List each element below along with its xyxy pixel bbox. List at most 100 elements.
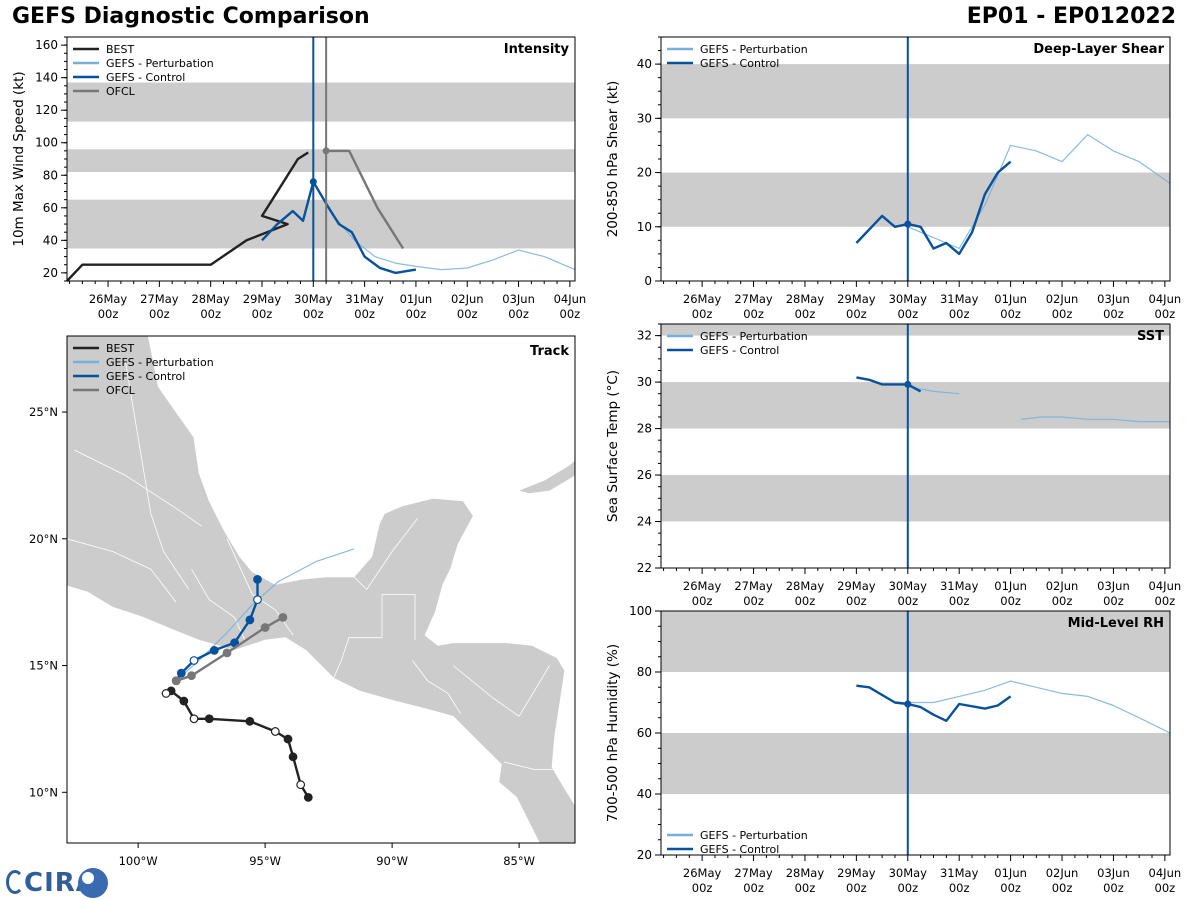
intensity-xtick-label-day: 04Jun [554,292,587,306]
intensity-ylabel: 10m Max Wind Speed (kt) [11,71,27,246]
intensity-xtick-label-day: 27May [140,292,179,306]
boundary-line [412,660,462,714]
mid-level-rh-xtick-label-hour: 00z [1155,881,1176,895]
deep-layer-shear-ylabel: 200-850 hPa Shear (kt) [605,81,621,238]
intensity-xtick-label-hour: 00z [457,307,478,321]
track-point-ofcl [171,676,181,686]
intensity-series-gefs-control [261,180,417,275]
deep-layer-shear-panel: 01020304026May00z27May00z28May00z29May00… [605,36,1181,321]
sst-ytick-label: 32 [637,329,652,343]
intensity-xtick-label-hour: 00z [98,307,119,321]
deep-layer-shear-legend-label-gefs-control: GEFS - Control [700,57,779,70]
mid-level-rh-xtick-label-hour: 00z [692,881,713,895]
track-point-best [161,689,171,698]
mid-level-rh-current-point [904,700,912,708]
track-point-best [204,714,214,724]
storm-id-title: EP01 - EP012022 [966,4,1176,29]
mid-level-rh-series-gefs-perturbation [907,680,1171,734]
mid-level-rh-frame [660,610,1171,856]
intensity-ytick-label: 20 [43,266,58,280]
deep-layer-shear-xtick-label-day: 03Jun [1097,292,1130,306]
deep-layer-shear-title: Deep-Layer Shear [1033,42,1164,57]
sst-band [661,324,1170,336]
mid-level-rh-xtick-label-day: 31May [940,866,979,880]
sst-xtick-label-hour: 00z [1103,594,1124,608]
sst-xtick-label-day: 02Jun [1046,579,1079,593]
deep-layer-shear-xtick-label-hour: 00z [949,307,970,321]
sst-xtick-label-hour: 00z [1052,594,1073,608]
intensity-ytick-label: 160 [35,38,58,52]
page-title: GEFS Diagnostic Comparison [12,4,370,29]
deep-layer-shear-xtick-label-hour: 00z [846,307,867,321]
deep-layer-shear-current-point [904,220,912,228]
mid-level-rh-xtick-label-hour: 00z [743,881,764,895]
sst-legend-label-gefs-perturbation: GEFS - Perturbation [700,330,808,343]
globe-icon [78,868,108,898]
mid-level-rh-xtick-label-hour: 00z [897,881,918,895]
track-point-gefs-control [245,615,255,625]
mid-level-rh-ytick-label: 60 [637,726,652,740]
track-point-best [296,780,306,790]
intensity-xtick-label-hour: 00z [354,307,375,321]
intensity-xtick-label-day: 29May [243,292,282,306]
track-point-best [270,727,280,736]
mid-level-rh-legend-label-gefs-perturbation: GEFS - Perturbation [700,829,808,842]
sst-series-gefs-control [856,376,922,393]
sst-xtick-label-hour: 00z [795,594,816,608]
intensity-band [67,149,575,173]
track-point-best [288,752,298,762]
track-point-ofcl [278,612,288,622]
track-series-best [165,689,310,799]
track-xtick-label: 85°W [503,854,535,868]
deep-layer-shear-band [661,172,1170,227]
deep-layer-shear-ytick-label: 20 [637,166,652,180]
sst-current-point [904,380,912,388]
sst-series-gefs-perturbation [1020,416,1170,423]
mid-level-rh-ytick-label: 80 [637,665,652,679]
mid-level-rh-xtick-label-hour: 00z [1052,881,1073,895]
track-point-gefs-control [253,574,262,584]
boundary-line [125,361,190,590]
mid-level-rh-band [661,733,1170,794]
deep-layer-shear-xtick-label-day: 29May [837,292,876,306]
intensity-xtick-label-hour: 00z [508,307,529,321]
sst-xtick-label-day: 30May [889,579,928,593]
intensity-series-ofcl [326,149,405,250]
intensity-xtick-label-hour: 00z [406,307,427,321]
track-point-best [283,734,293,744]
intensity-current-point [309,178,317,186]
mid-level-rh-xtick-label-day: 30May [889,866,928,880]
deep-layer-shear-ytick-label: 10 [637,220,652,234]
mid-level-rh-series-gefs-control [856,684,1012,722]
sst-xtick-label-hour: 00z [949,594,970,608]
mid-level-rh-ytick-label: 20 [637,848,652,862]
track-legend-label-gefs-perturbation: GEFS - Perturbation [106,356,214,369]
mid-level-rh-xtick-label-day: 28May [786,866,825,880]
deep-layer-shear-series-gefs-control [855,160,1012,256]
intensity-legend-label-ofcl: OFCL [106,85,136,98]
sst-ytick-label: 22 [637,561,652,575]
deep-layer-shear-xtick-label-day: 02Jun [1046,292,1079,306]
track-point-best [189,714,199,724]
intensity-xtick-label-hour: 00z [149,307,170,321]
mid-level-rh-xtick-label-day: 27May [734,866,773,880]
boundary-line [191,568,246,641]
mid-level-rh-ytick-label: 100 [629,604,652,618]
boundary-line [503,761,555,770]
intensity-ytick-label: 120 [35,103,58,117]
intensity-panel: 2040608010012014016026May00z27May00z28Ma… [11,36,587,321]
sst-xtick-label-hour: 00z [897,594,918,608]
track-legend-label-best: BEST [106,342,134,355]
intensity-xtick-label-day: 26May [89,292,128,306]
sst-xtick-label-hour: 00z [1000,594,1021,608]
sst-xtick-label-day: 29May [837,579,876,593]
mid-level-rh-band [661,611,1170,672]
intensity-title: Intensity [504,42,570,57]
intensity-xtick-label-day: 30May [294,292,333,306]
intensity-series-gefs-perturbation [312,181,576,271]
deep-layer-shear-xtick-label-day: 30May [889,292,928,306]
track-map-layer [67,336,575,843]
mid-level-rh-xtick-label-day: 02Jun [1046,866,1079,880]
sst-ylabel: Sea Surface Temp (°C) [605,370,621,522]
deep-layer-shear-band [661,64,1170,119]
